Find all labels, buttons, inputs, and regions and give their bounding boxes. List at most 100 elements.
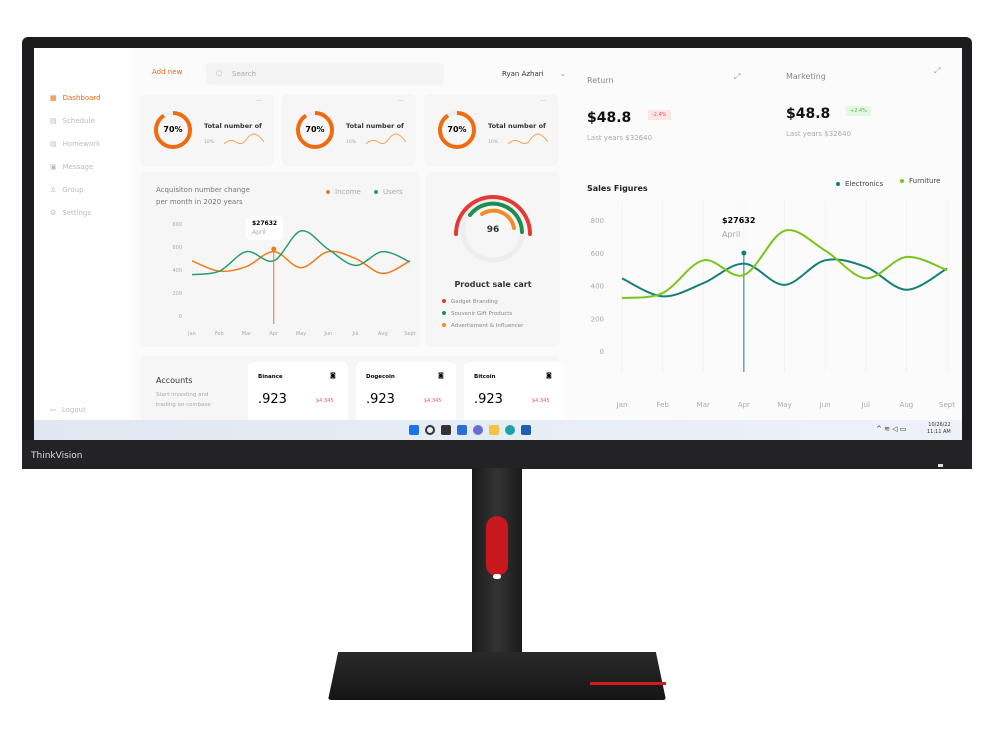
acquisition-chart: 800 600 400 200 0 Jan Feb Mar Apr May Jun Jul Aug Sep… xyxy=(172,222,415,337)
accounts-title: Accounts xyxy=(156,376,193,385)
y-tick-label: 200 xyxy=(591,315,604,323)
search-input[interactable]: ○ Search xyxy=(206,63,444,85)
sparkline xyxy=(224,133,264,145)
x-tick-label: Feb xyxy=(656,401,669,409)
sidebar: ▦ Dashboard ▤ Schedule ▤ Homework ▣ Message … xyxy=(34,48,132,440)
search-icon[interactable] xyxy=(425,425,435,435)
sidebar-item-homework[interactable]: ▤ Homework xyxy=(50,140,101,148)
windows-start-icon[interactable] xyxy=(409,425,419,435)
return-title: Return xyxy=(587,76,614,85)
task-view-icon[interactable] xyxy=(441,425,451,435)
y-tick-label: 600 xyxy=(591,250,604,258)
stat-sub: 10% xyxy=(204,140,215,145)
more-icon[interactable]: ··· xyxy=(540,98,546,105)
base-red-accent xyxy=(590,682,666,685)
return-badge: -2.4% xyxy=(648,110,671,120)
user-menu[interactable]: Ryan Azhari ⌄ xyxy=(502,70,566,78)
x-tick-label: Jun xyxy=(323,331,332,337)
file-explorer-icon[interactable] xyxy=(489,425,499,435)
y-tick-label: 800 xyxy=(172,222,182,228)
coin-icon: ◙ xyxy=(330,372,336,379)
tooltip-marker-dot xyxy=(271,246,277,252)
sparkline xyxy=(508,133,548,145)
progress-ring xyxy=(438,111,476,149)
stat-percent: 70% xyxy=(447,125,467,134)
sidebar-item-schedule[interactable]: ▤ Schedule xyxy=(50,117,95,125)
x-tick-label: Jun xyxy=(819,401,831,409)
x-tick-label: Feb xyxy=(215,331,224,337)
stat-card: 70% Total number of 10% ··· xyxy=(140,94,274,166)
logout-button[interactable]: ⇦ Logout xyxy=(50,406,86,414)
sparkline xyxy=(366,133,406,145)
group-icon: ♙ xyxy=(50,186,57,194)
dashboard-icon: ▦ xyxy=(50,94,57,102)
x-tick-label: Jan xyxy=(616,401,628,409)
product-legend-item: Advertisment & Influencer xyxy=(442,320,523,332)
sales-tooltip: $27632 April xyxy=(722,216,756,239)
stat-sub: 10% xyxy=(346,140,357,145)
taskbar: ^ ≋ ◁ ▭ 10/26/22 11:11 AM xyxy=(34,420,962,440)
monitor-chin xyxy=(22,440,972,469)
progress-ring xyxy=(296,111,334,149)
widgets-icon[interactable] xyxy=(457,425,467,435)
sidebar-item-settings[interactable]: ⚙ Settings xyxy=(50,209,91,217)
x-tick-label: Jul xyxy=(351,331,358,337)
edge-icon[interactable] xyxy=(505,425,515,435)
x-tick-label: Mar xyxy=(697,401,710,409)
stat-title: Total number of xyxy=(204,122,262,130)
x-tick-label: Sept xyxy=(939,401,955,409)
stat-percent: 70% xyxy=(305,125,325,134)
progress-ring xyxy=(154,111,192,149)
legend-income: Income xyxy=(326,188,361,196)
sidebar-item-group[interactable]: ♙ Group xyxy=(50,186,84,194)
product-card: 96 Product sale cart Gadget Branding Souv… xyxy=(426,172,560,347)
y-tick-label: 0 xyxy=(179,314,182,320)
system-tray-icons[interactable]: ^ ≋ ◁ ▭ xyxy=(876,425,907,433)
x-tick-label: Sept xyxy=(404,331,415,337)
product-value: 96 xyxy=(486,225,500,235)
coin-card[interactable]: Binance ◙ .923 $4,345 xyxy=(248,362,348,422)
series-line-income xyxy=(191,250,411,275)
legend-electronics: Electronics xyxy=(836,180,883,188)
marketing-badge: +2.4% xyxy=(846,106,871,116)
product-legend-item: Gadget Branding xyxy=(442,296,523,308)
sidebar-item-message[interactable]: ▣ Message xyxy=(50,163,94,171)
monitor-stand-base xyxy=(328,652,666,700)
coin-card[interactable]: Dogecoin ◙ .923 $4,345 xyxy=(356,362,456,422)
y-tick-label: 200 xyxy=(172,291,182,297)
legend-furniture: Furniture xyxy=(900,177,940,185)
acquisition-card: Acquisiton number change per month in 202… xyxy=(140,172,420,347)
coin-card[interactable]: Bitcoin ◙ .923 $4,345 xyxy=(464,362,564,422)
stat-card: 70% Total number of 10% ··· xyxy=(282,94,416,166)
logout-icon: ⇦ xyxy=(50,406,56,414)
x-tick-label: Apr xyxy=(269,331,279,337)
chevron-down-icon: ⌄ xyxy=(559,70,566,78)
stat-percent: 70% xyxy=(163,125,183,134)
add-new-button[interactable]: Add new xyxy=(152,68,183,76)
sales-title: Sales Figures xyxy=(587,184,648,193)
more-icon[interactable]: ··· xyxy=(256,98,262,105)
message-icon: ▣ xyxy=(50,163,57,171)
x-tick-label: Aug xyxy=(378,331,388,337)
sales-chart: 800 600 400 200 0 Jan Feb Mar Apr May Jun Jul Aug Sep… xyxy=(591,201,955,409)
legend-users: Users xyxy=(374,188,403,196)
store-icon[interactable] xyxy=(521,425,531,435)
chat-icon[interactable] xyxy=(473,425,483,435)
product-gauge xyxy=(454,195,532,263)
clock[interactable]: 10/26/22 11:11 AM xyxy=(927,422,951,435)
cable-clip xyxy=(486,516,508,576)
search-icon: ○ xyxy=(216,69,223,77)
return-last-year: Last years $32640 xyxy=(587,134,653,142)
calendar-icon: ▤ xyxy=(50,117,57,125)
product-legend-item: Souvenir Gift Products xyxy=(442,308,523,320)
series-line-users xyxy=(191,230,411,276)
expand-icon[interactable]: ⤢ xyxy=(734,72,741,81)
y-tick-label: 400 xyxy=(172,268,182,274)
sidebar-item-dashboard[interactable]: ▦ Dashboard xyxy=(50,94,101,102)
product-title: Product sale cart xyxy=(454,280,532,289)
x-tick-label: Apr xyxy=(738,401,750,409)
expand-icon[interactable]: ⤢ xyxy=(934,66,941,75)
more-icon[interactable]: ··· xyxy=(398,98,404,105)
marketing-last-year: Last years $32640 xyxy=(786,130,852,138)
y-tick-label: 800 xyxy=(591,217,604,225)
